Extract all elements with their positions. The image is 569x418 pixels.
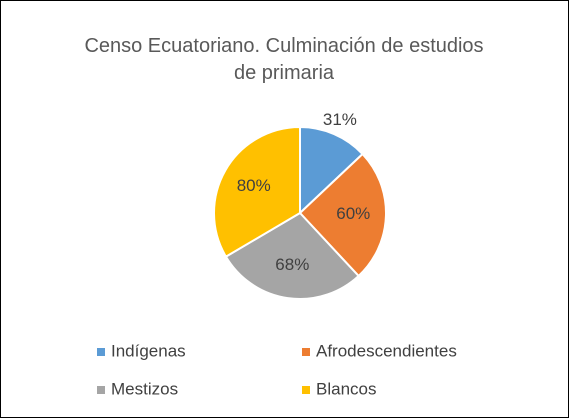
pie-slice bbox=[213, 125, 301, 259]
legend-swatch bbox=[302, 348, 310, 356]
legend-label: Mestizos bbox=[111, 379, 178, 398]
data-label: 80% bbox=[237, 176, 271, 195]
data-label: 60% bbox=[336, 204, 370, 223]
pie-slice bbox=[298, 152, 387, 278]
legend-label: Blancos bbox=[316, 379, 376, 398]
pie-slice bbox=[224, 211, 360, 300]
legend-label: Afrodescendientes bbox=[316, 341, 457, 360]
data-label: 31% bbox=[323, 110, 357, 129]
legend-swatch bbox=[97, 386, 105, 394]
legend-swatch bbox=[97, 348, 105, 356]
data-label: 68% bbox=[275, 255, 309, 274]
chart-title: Censo Ecuatoriano. Culminación de estudi… bbox=[84, 35, 484, 84]
legend-swatch bbox=[302, 386, 310, 394]
pie-slice bbox=[299, 125, 364, 216]
legend-label: Indígenas bbox=[111, 341, 186, 360]
